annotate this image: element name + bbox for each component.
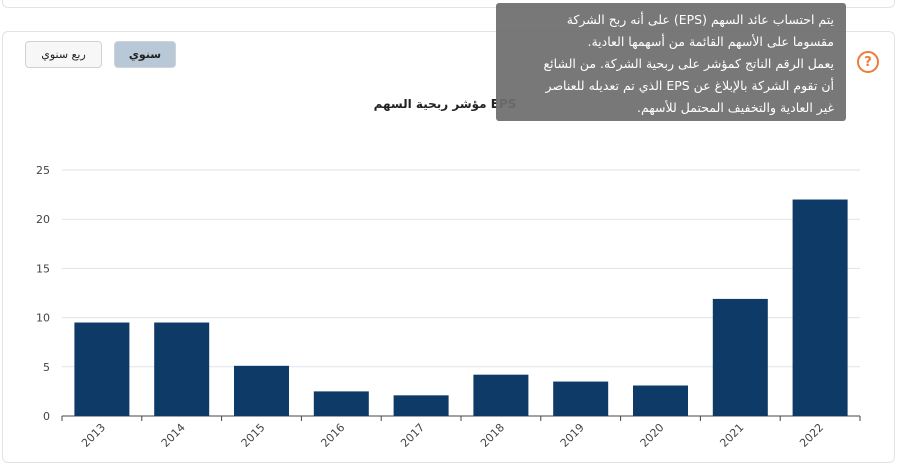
y-tick-label: 10	[36, 312, 50, 325]
bar-2016	[313, 391, 369, 416]
annual-button[interactable]: سنوي	[114, 41, 176, 68]
bar-2015	[234, 365, 289, 416]
x-tick-label: 2020	[638, 421, 667, 450]
upper-card	[2, 0, 895, 8]
y-tick-label: 0	[43, 410, 50, 423]
x-tick-label: 2016	[318, 421, 347, 450]
tooltip-line: يتم احتساب عائد السهم (EPS) على أنه ربح …	[566, 12, 834, 27]
eps-tooltip: يتم احتساب عائد السهم (EPS) على أنه ربح …	[496, 3, 846, 121]
y-tick-label: 15	[36, 262, 50, 275]
x-tick-label: 2019	[558, 421, 587, 450]
bar-2013	[74, 322, 130, 416]
bar-2022	[792, 199, 848, 416]
y-tick-label: 5	[43, 361, 50, 374]
bar-2018	[473, 374, 529, 416]
help-icon[interactable]: ?	[857, 51, 879, 73]
tooltip-line: غير العادية والتخفيف المحتمل للأسهم.	[637, 100, 834, 115]
bar-2014	[154, 322, 210, 416]
x-tick-label: 2021	[717, 421, 746, 450]
x-tick-label: 2015	[239, 421, 268, 450]
tooltip-line: مقسوما على الأسهم القائمة من أسهمها العا…	[587, 34, 834, 49]
bar-2019	[553, 381, 609, 416]
tooltip-line: أن تقوم الشركة بالإبلاغ عن EPS الذي تم ت…	[545, 78, 834, 93]
y-tick-label: 25	[36, 164, 50, 177]
x-tick-label: 2013	[79, 421, 108, 450]
x-tick-label: 2022	[797, 421, 826, 450]
y-tick-label: 20	[36, 213, 50, 226]
tooltip-line: يعمل الرقم الناتج كمؤشر على ربحية الشركة…	[543, 56, 835, 71]
quarterly-button[interactable]: ربع سنوي	[25, 41, 102, 68]
bar-2020	[633, 385, 688, 416]
bar-2021	[712, 298, 768, 416]
bar-2017	[393, 395, 449, 416]
x-tick-label: 2018	[478, 421, 507, 450]
x-tick-label: 2014	[159, 421, 188, 450]
chart-title: مؤشر ربحية السهم EPS	[374, 97, 517, 112]
x-tick-label: 2017	[398, 421, 427, 450]
